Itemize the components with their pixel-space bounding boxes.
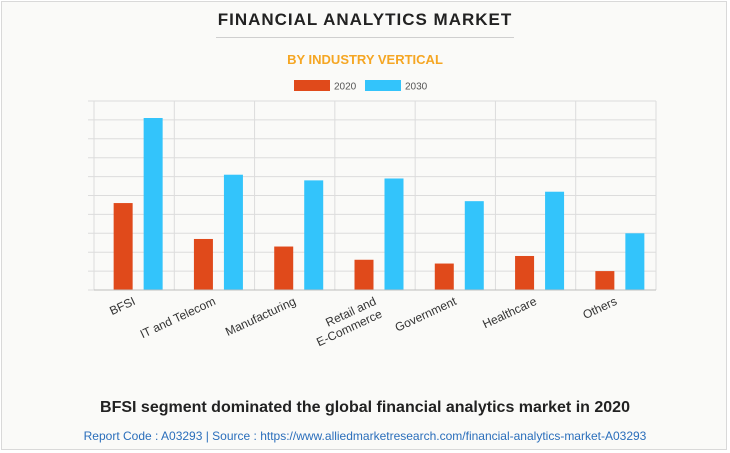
bar-2020-7 [595, 271, 615, 290]
bar-2020-3 [274, 246, 294, 290]
source-line: Report Code : A03293 | Source : https://… [83, 429, 647, 443]
title-divider [216, 37, 514, 38]
bar-2020-5 [434, 263, 454, 290]
x-tick-label-line: Healthcare [480, 294, 539, 331]
bar-2030-3 [304, 180, 324, 290]
x-tick-label-line: Others [581, 294, 620, 322]
x-tick-label: BFSI [107, 294, 137, 318]
bar-2030-4 [384, 178, 404, 290]
x-tick-label: Government [393, 294, 459, 335]
chart-title: FINANCIAL ANALYTICS MARKET [217, 10, 513, 29]
legend-swatch-2030 [365, 80, 401, 91]
chart-caption: BFSI segment dominated the global financ… [100, 399, 630, 416]
bar-2030-2 [223, 174, 243, 290]
bar-2020-4 [354, 259, 374, 290]
legend-swatch-2020 [294, 80, 330, 91]
legend-label-2020: 2020 [334, 82, 357, 93]
x-tick-label: IT and Telecom [138, 294, 218, 341]
bar-2020-2 [193, 238, 213, 290]
bar-2020-1 [113, 203, 133, 290]
x-tick-label-line: Manufacturing [223, 294, 298, 339]
x-tick-label-line: BFSI [107, 294, 137, 318]
legend-label-2030: 2030 [405, 82, 428, 93]
bar-2030-1 [143, 118, 163, 290]
x-tick-label: Manufacturing [223, 294, 298, 339]
x-tick-label-line: Government [393, 294, 459, 335]
x-tick-label: Others [581, 294, 620, 322]
bar-2030-7 [625, 233, 645, 290]
x-tick-label: Healthcare [480, 294, 539, 331]
bar-2030-6 [545, 191, 565, 290]
bar-2020-6 [515, 255, 535, 290]
x-tick-label: Retail andE-Commerce [308, 294, 384, 349]
bar-2030-5 [464, 201, 484, 290]
x-tick-label-line: IT and Telecom [138, 294, 218, 341]
chart-subtitle: BY INDUSTRY VERTICAL [287, 52, 443, 67]
